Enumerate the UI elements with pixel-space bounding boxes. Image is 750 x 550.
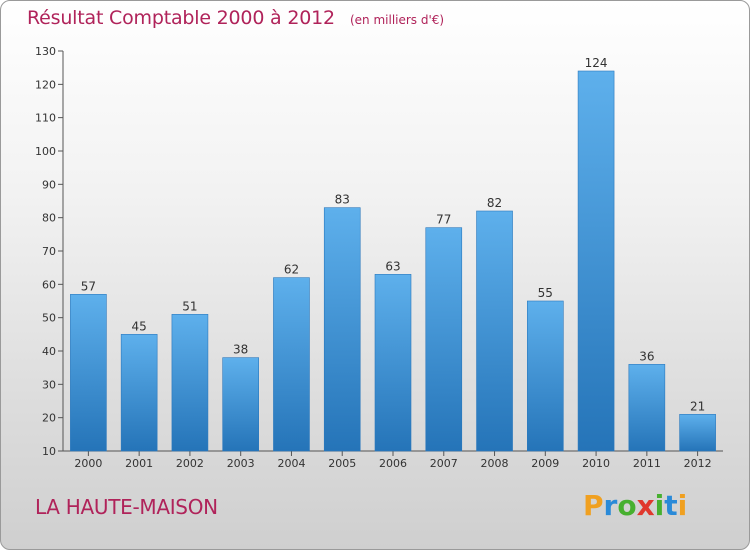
bar-2008 (476, 210, 513, 452)
x-tick-label: 2009 (531, 457, 559, 470)
x-tick-label: 2001 (125, 457, 153, 470)
bar-2006 (374, 274, 412, 452)
bar-value-label: 57 (81, 279, 96, 293)
chart-title: Résultat Comptable 2000 à 2012 (27, 7, 335, 29)
bar-2011 (628, 364, 666, 452)
bar-value-label: 83 (335, 193, 350, 207)
x-tick-label: 2005 (328, 457, 356, 470)
bar-2012 (679, 414, 716, 452)
y-tick-label: 40 (42, 345, 56, 358)
commune-name: LA HAUTE-MAISON (35, 495, 218, 519)
chart-title-block: Résultat Comptable 2000 à 2012 (en milli… (27, 7, 444, 29)
x-tick-label: 2008 (481, 457, 509, 470)
bar-value-label: 63 (385, 259, 400, 273)
bar-value-label: 38 (233, 343, 248, 357)
proxiti-logo: Proxiti (583, 489, 687, 522)
logo-letter: i (677, 489, 688, 522)
x-tick-label: 2000 (74, 457, 102, 470)
y-tick-label: 30 (42, 378, 56, 391)
bar-value-label: 55 (538, 286, 553, 300)
y-tick-label: 90 (42, 178, 56, 191)
bar-2001 (120, 334, 158, 452)
bar-2005 (323, 207, 361, 452)
bar-2007 (425, 227, 463, 452)
bar-2000 (70, 294, 107, 452)
x-tick-label: 2003 (227, 457, 255, 470)
y-tick-label: 110 (35, 112, 56, 125)
chart-subtitle: (en milliers d'€) (349, 13, 445, 27)
bar-2003 (222, 357, 259, 452)
y-tick-label: 60 (42, 278, 56, 291)
y-tick-label: 70 (42, 245, 56, 258)
logo-letter: x (636, 489, 655, 522)
bar-2009 (527, 300, 564, 452)
y-tick-label: 130 (35, 45, 56, 58)
bar-value-label: 77 (436, 213, 451, 227)
y-tick-label: 10 (42, 445, 56, 458)
logo-letter: t (664, 489, 678, 522)
x-tick-label: 2010 (582, 457, 610, 470)
x-tick-label: 2011 (633, 457, 661, 470)
x-tick-label: 2002 (176, 457, 204, 470)
logo-letter: i (654, 489, 665, 522)
x-tick-label: 2006 (379, 457, 407, 470)
bar-value-label: 21 (690, 399, 705, 413)
bar-value-label: 36 (639, 349, 654, 363)
bar-2010 (577, 70, 615, 452)
logo-letter: P (583, 489, 604, 522)
bar-2002 (171, 314, 209, 452)
bar-value-label: 51 (182, 299, 197, 313)
x-tick-label: 2012 (684, 457, 712, 470)
bar-value-label: 45 (132, 319, 147, 333)
y-tick-label: 100 (35, 145, 56, 158)
logo-letter: o (617, 489, 637, 522)
x-tick-label: 2004 (277, 457, 305, 470)
x-tick-label: 2007 (430, 457, 458, 470)
y-tick-label: 120 (35, 78, 56, 91)
bar-value-label: 124 (585, 56, 608, 70)
bar-value-label: 62 (284, 263, 299, 277)
logo-letter: r (603, 489, 618, 522)
bar-value-label: 82 (487, 196, 502, 210)
y-tick-label: 80 (42, 212, 56, 225)
y-tick-label: 50 (42, 312, 56, 325)
y-tick-label: 20 (42, 412, 56, 425)
bar-2004 (273, 277, 310, 452)
